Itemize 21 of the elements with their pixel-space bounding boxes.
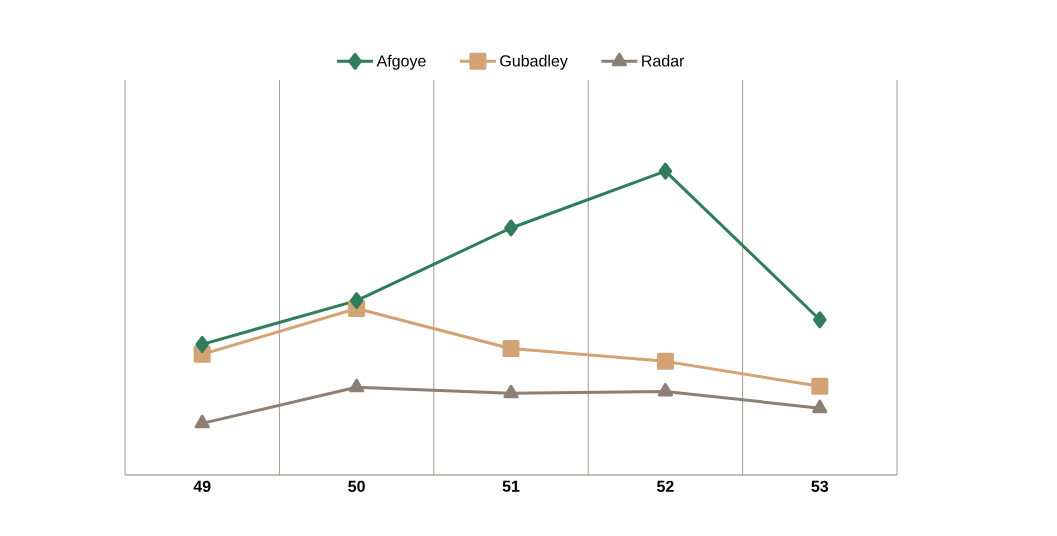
- point: [194, 414, 210, 429]
- legend-label: Gubadley: [500, 54, 568, 70]
- point: [504, 219, 518, 237]
- x-tick-label: 53: [811, 480, 829, 493]
- point: [811, 377, 829, 395]
- point: [813, 311, 827, 329]
- point: [349, 378, 365, 393]
- point: [349, 292, 364, 310]
- x-tick-label: 49: [193, 480, 211, 492]
- x-tick-label: 50: [348, 480, 365, 492]
- legend-label: Afgoye: [376, 54, 426, 70]
- x-tick-label: 51: [502, 480, 520, 492]
- point: [502, 340, 520, 358]
- point: [658, 162, 673, 180]
- point: [812, 399, 828, 414]
- point: [503, 384, 519, 399]
- point: [656, 352, 674, 370]
- point: [195, 335, 209, 353]
- x-tick-label: 52: [656, 480, 674, 492]
- legend-label: Radar: [642, 54, 685, 67]
- point: [657, 382, 673, 397]
